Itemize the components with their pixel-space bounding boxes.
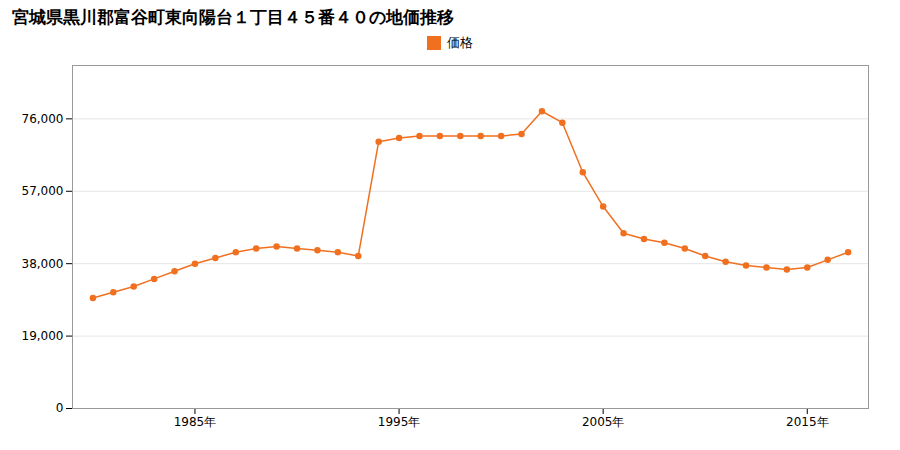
svg-text:19,000: 19,000	[22, 329, 64, 343]
svg-text:2005年: 2005年	[582, 415, 625, 429]
svg-text:1995年: 1995年	[378, 415, 421, 429]
svg-text:2015年: 2015年	[786, 415, 829, 429]
svg-text:0: 0	[56, 401, 64, 415]
svg-text:76,000: 76,000	[22, 112, 64, 126]
svg-text:57,000: 57,000	[22, 184, 64, 198]
html-text:価格: 価格	[447, 35, 473, 50]
svg-text:1985年: 1985年	[174, 415, 217, 429]
html-text:宮城県黒川郡富谷町東向陽台１丁目４５番４０の地価推移: 宮城県黒川郡富谷町東向陽台１丁目４５番４０の地価推移	[12, 7, 454, 27]
svg-text:38,000: 38,000	[22, 257, 64, 271]
